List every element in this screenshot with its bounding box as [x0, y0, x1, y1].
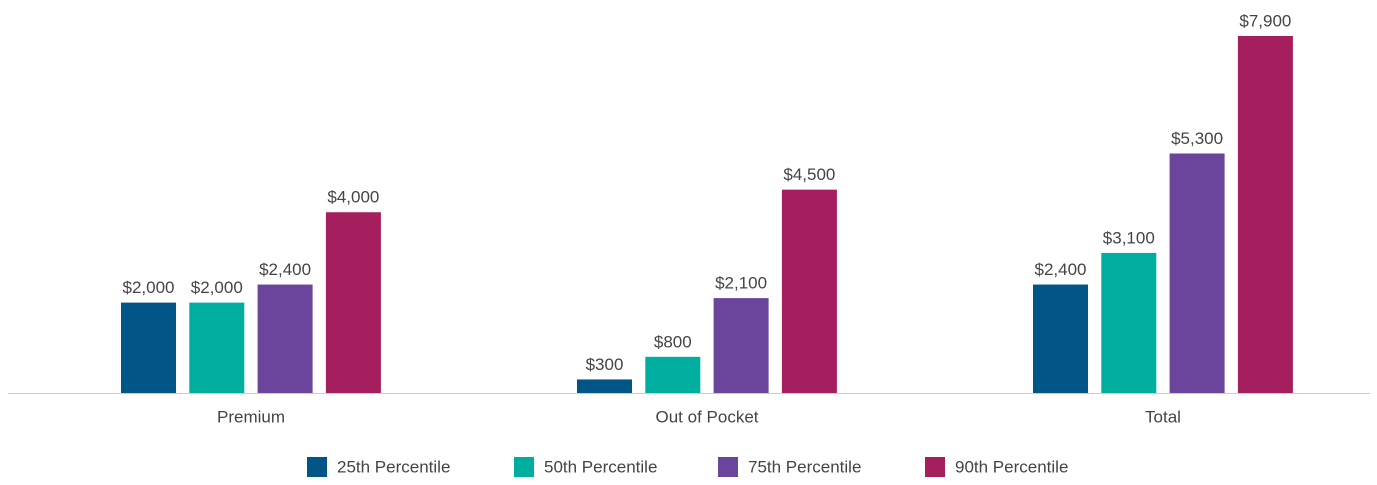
legend-swatch [307, 457, 327, 477]
bar [189, 302, 245, 393]
legend-label: 50th Percentile [544, 457, 657, 476]
data-label: $800 [654, 332, 692, 351]
data-label: $2,000 [123, 278, 175, 297]
bar [325, 212, 381, 393]
x-tick-label: Premium [217, 407, 285, 426]
bar [577, 379, 632, 393]
legend-label: 25th Percentile [337, 457, 450, 476]
bar [257, 284, 313, 393]
data-label: $7,900 [1239, 11, 1291, 30]
bar [121, 302, 176, 393]
legend-swatch [925, 457, 945, 477]
data-label: $4,500 [783, 165, 835, 184]
x-tick-label: Out of Pocket [656, 407, 759, 426]
data-label: $2,400 [259, 260, 311, 279]
bar [645, 356, 701, 393]
legend-label: 90th Percentile [955, 457, 1068, 476]
legend-swatch [514, 457, 534, 477]
data-label: $4,000 [327, 188, 379, 207]
bar [1169, 153, 1225, 393]
bar [713, 298, 769, 393]
x-tick-label: Total [1145, 407, 1181, 426]
bar [781, 189, 837, 393]
legend-swatch [718, 457, 738, 477]
data-label: $2,400 [1035, 260, 1087, 279]
data-label: $300 [586, 355, 624, 374]
data-label: $3,100 [1103, 228, 1155, 247]
data-label: $2,100 [715, 274, 767, 293]
data-label: $5,300 [1171, 129, 1223, 148]
bar [1101, 252, 1157, 393]
data-label: $2,000 [191, 278, 243, 297]
bar [1033, 284, 1088, 393]
legend-label: 75th Percentile [748, 457, 861, 476]
bar [1237, 36, 1293, 393]
